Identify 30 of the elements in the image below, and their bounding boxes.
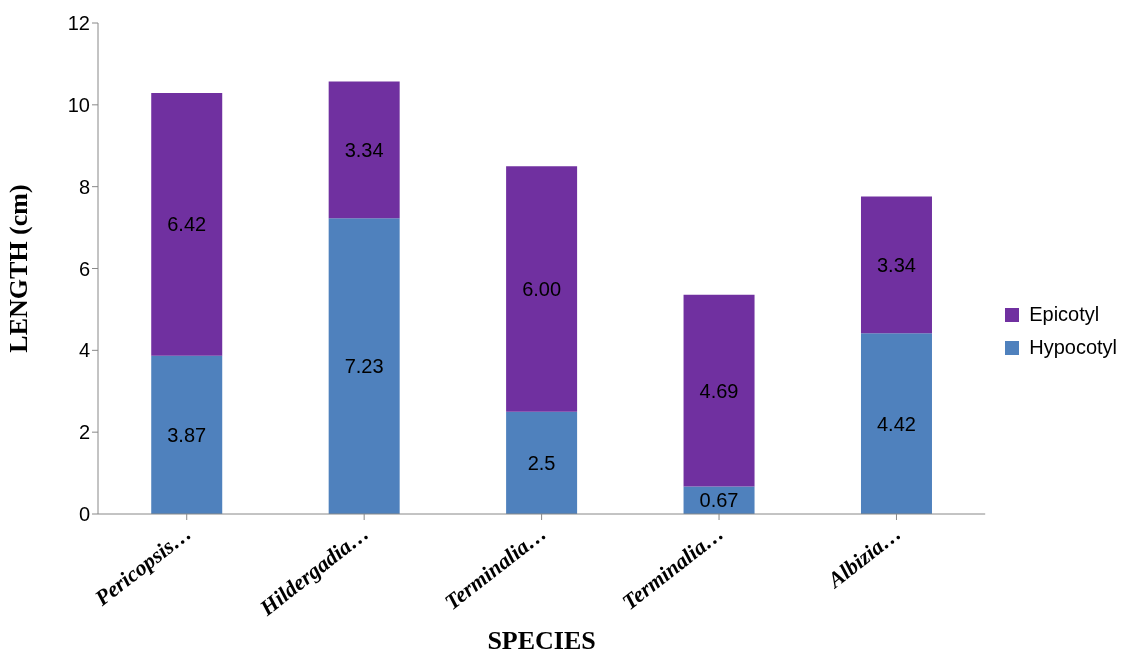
legend-label: Epicotyl	[1029, 303, 1100, 326]
bar	[506, 411, 578, 514]
y-tick-label: 6	[78, 257, 90, 280]
bar	[683, 294, 755, 487]
bar	[151, 92, 223, 356]
y-tick-label: 8	[78, 175, 90, 198]
data-label: 4.42	[877, 412, 916, 435]
data-label: 0.67	[699, 489, 739, 512]
bar	[506, 166, 578, 412]
data-label: 6.00	[522, 278, 562, 301]
y-tick-label: 2	[78, 421, 90, 444]
data-label: 7.23	[344, 355, 384, 378]
x-axis-title: SPECIES	[487, 626, 596, 655]
bar	[860, 196, 932, 334]
bar	[328, 81, 400, 219]
data-label: 3.34	[877, 253, 916, 276]
y-tick-label: 12	[67, 12, 90, 35]
legend-label: Hypocotyl	[1029, 336, 1117, 359]
data-label: 3.34	[344, 138, 384, 161]
bar	[151, 355, 223, 514]
data-label: 6.42	[167, 213, 207, 236]
data-label: 3.87	[167, 423, 207, 446]
bar	[328, 218, 400, 514]
data-label: 2.5	[527, 451, 556, 474]
y-tick-label: 0	[78, 503, 90, 526]
y-tick-label: 4	[78, 339, 90, 362]
bar	[860, 333, 932, 514]
data-label: 4.69	[699, 379, 739, 402]
y-tick-label: 10	[67, 93, 90, 116]
y-axis-title: LENGTH (cm)	[4, 184, 34, 353]
